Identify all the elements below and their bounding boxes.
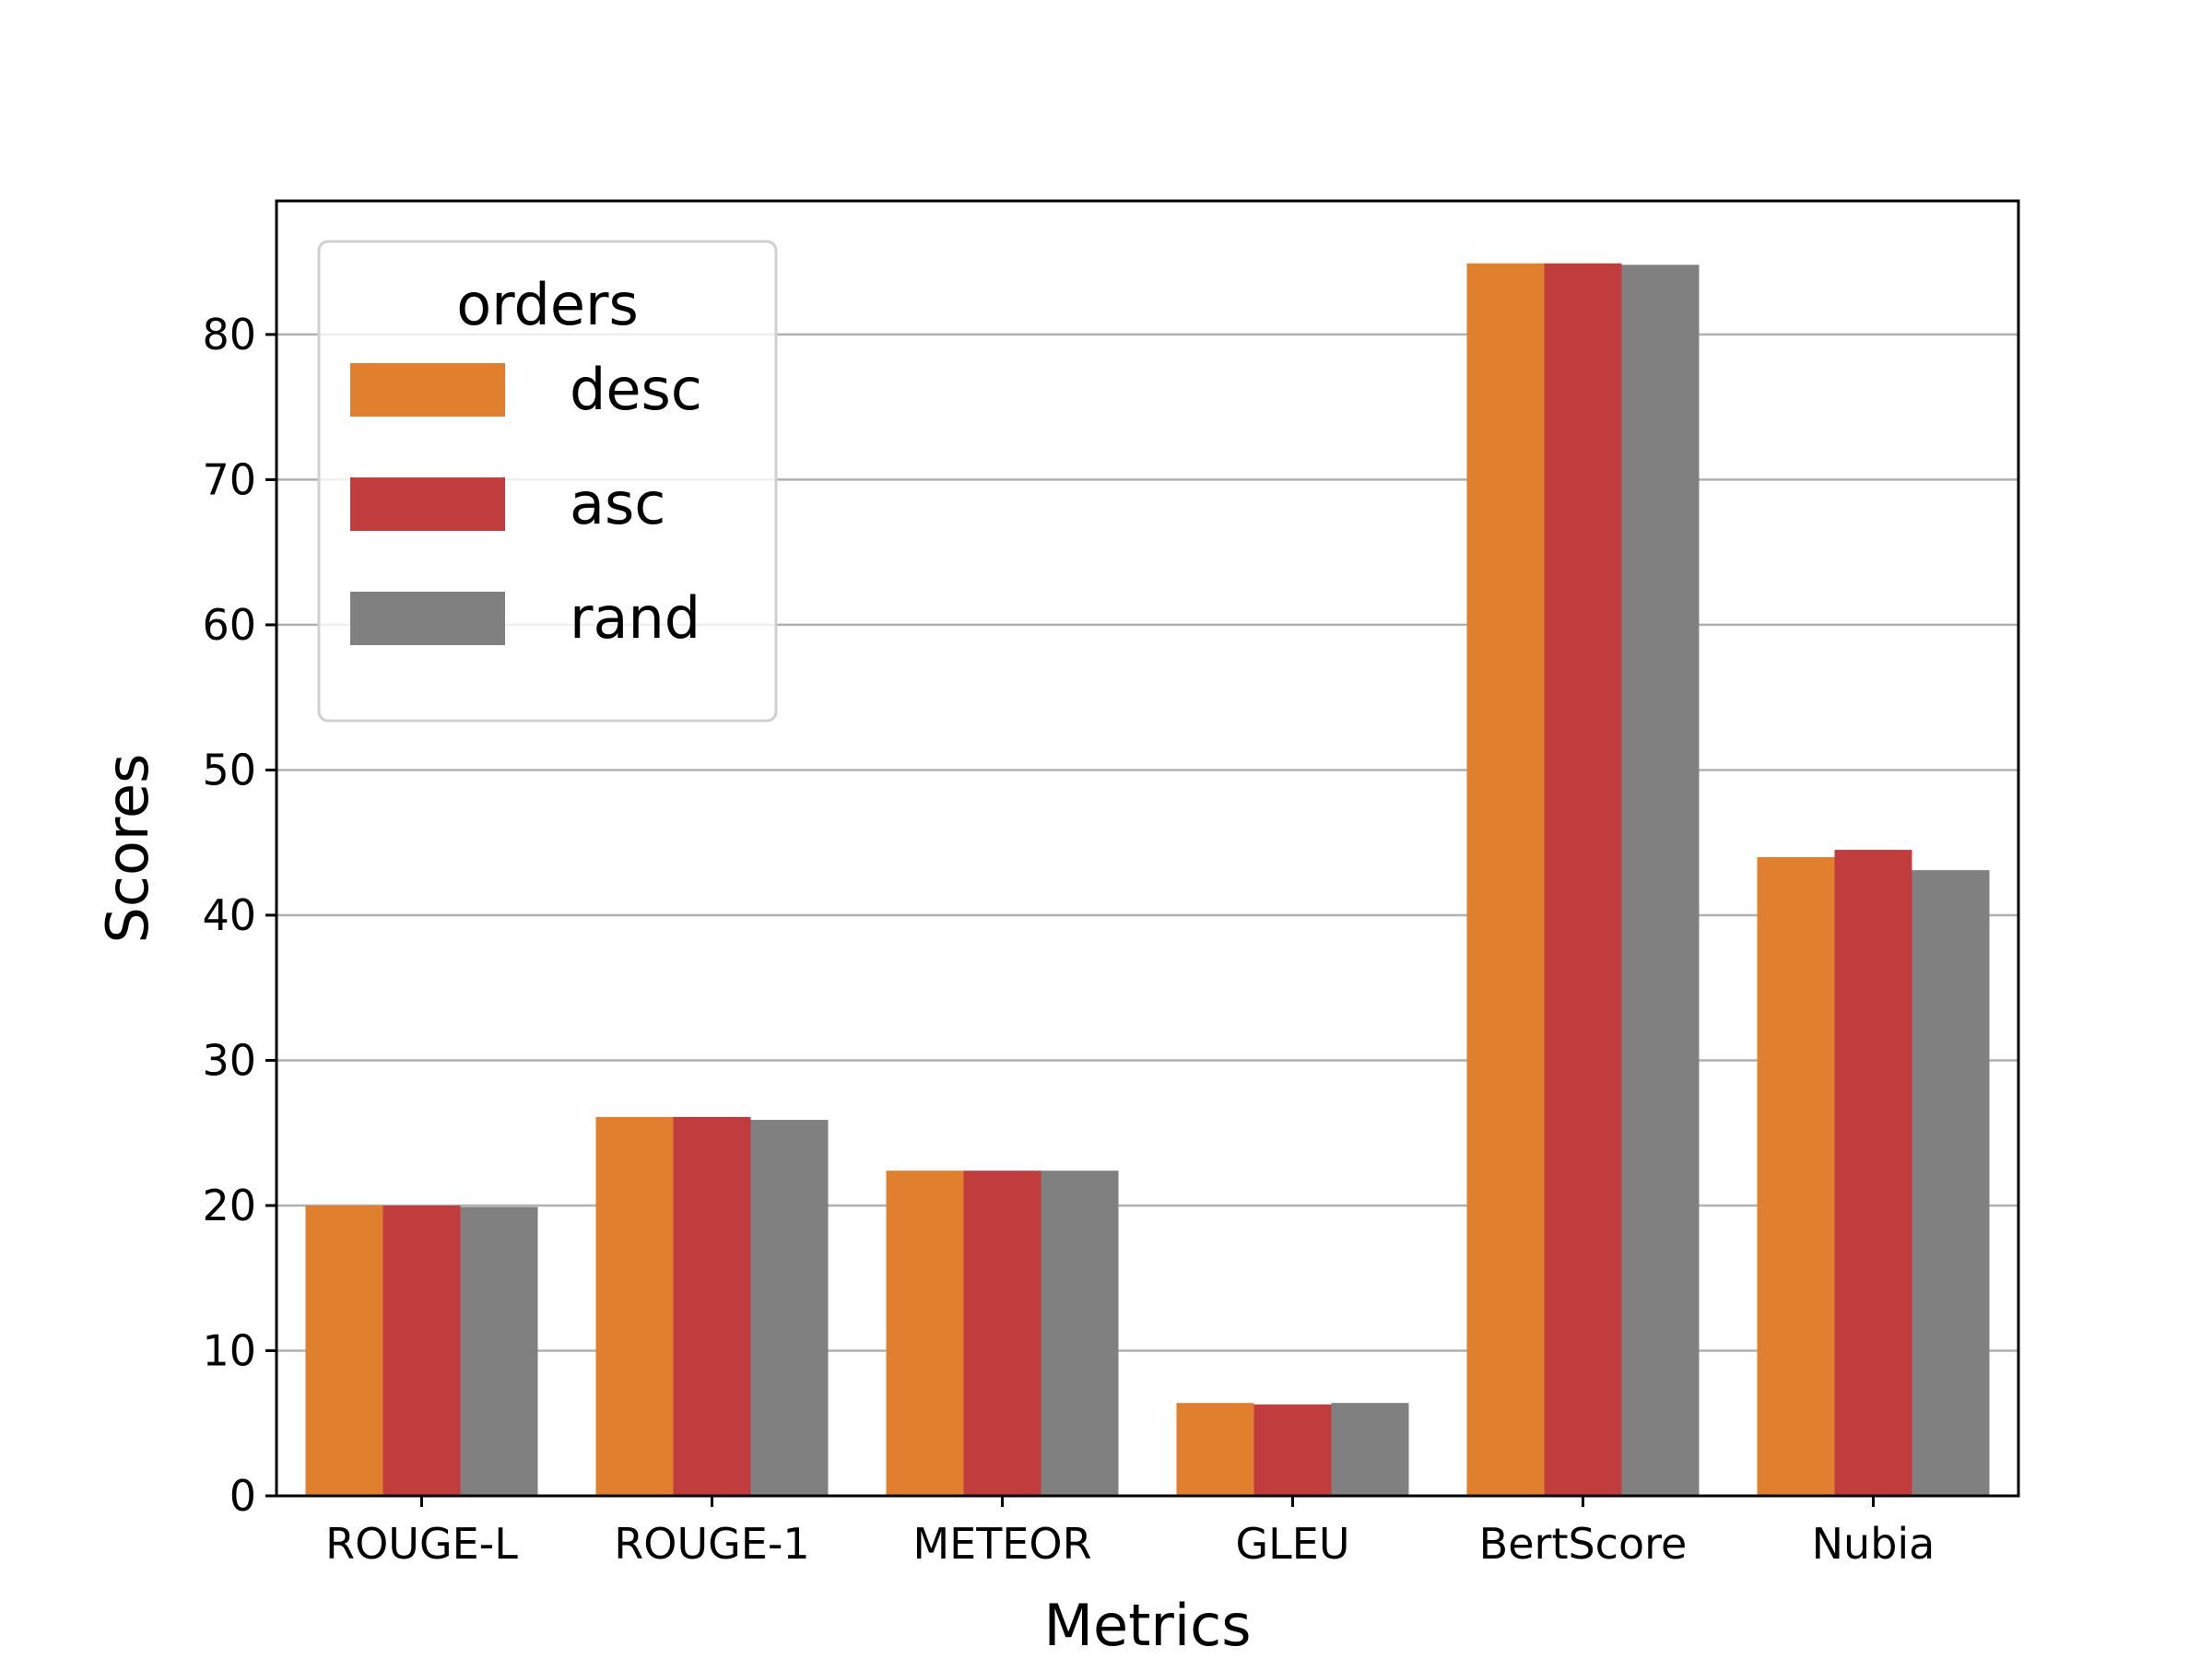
bar-asc-nubia [1834, 850, 1912, 1496]
x-tick-label: BertScore [1479, 1519, 1688, 1569]
legend-swatch-desc [350, 363, 505, 417]
bar-desc-rouge-l [305, 1205, 383, 1496]
legend-label-rand: rand [570, 584, 700, 652]
legend-label-desc: desc [570, 356, 702, 423]
x-tick-label: Nubia [1812, 1519, 1936, 1569]
x-tick-label: GLEU [1235, 1519, 1349, 1569]
x-tick-label: ROUGE-L [325, 1519, 518, 1569]
legend-swatch-rand [350, 592, 505, 645]
x-axis-title: Metrics [1043, 1592, 1251, 1659]
y-tick-label: 30 [202, 1035, 256, 1085]
bars [305, 263, 1990, 1496]
bar-rand-rouge-1 [750, 1120, 829, 1496]
y-tick-label: 20 [202, 1181, 256, 1230]
bar-rand-bertscore [1621, 265, 1700, 1496]
bar-asc-meteor [963, 1171, 1041, 1496]
x-tick-label: ROUGE-1 [614, 1519, 809, 1569]
bar-rand-gleu [1331, 1403, 1409, 1496]
bar-desc-rouge-1 [595, 1116, 674, 1496]
bar-rand-rouge-l [460, 1206, 538, 1496]
y-tick-label: 70 [202, 454, 256, 504]
y-tick-label: 60 [202, 600, 256, 650]
plot-frame [275, 199, 2020, 1498]
y-axis: 0 10 20 30 40 50 60 70 80 [202, 310, 276, 1521]
x-axis: ROUGE-L ROUGE-1 METEOR GLEU BertScore Nubia [325, 1496, 1935, 1569]
bar-desc-nubia [1757, 856, 1835, 1496]
bar-desc-meteor [886, 1171, 964, 1496]
y-tick-label: 10 [202, 1325, 256, 1375]
bar-desc-gleu [1176, 1403, 1254, 1496]
legend-title: orders [456, 271, 639, 338]
legend-items: desc asc rand [350, 356, 702, 652]
legend-swatch-asc [350, 477, 505, 531]
legend-item-desc: desc [350, 356, 702, 423]
bar-asc-gleu [1253, 1404, 1332, 1496]
bar-asc-rouge-l [382, 1205, 461, 1496]
y-tick-label: 40 [202, 890, 256, 940]
bar-asc-bertscore [1544, 263, 1622, 1496]
bar-rand-nubia [1912, 870, 1990, 1496]
legend-item-asc: asc [350, 470, 665, 537]
y-tick-label: 50 [202, 745, 256, 794]
y-axis-title: Scores [94, 754, 161, 944]
legend: orders desc asc rand [317, 240, 778, 723]
bar-rand-meteor [1041, 1171, 1119, 1496]
legend-item-rand: rand [350, 584, 700, 652]
y-tick-label: 80 [202, 310, 256, 359]
bar-asc-rouge-1 [673, 1116, 751, 1496]
y-tick-label: 0 [229, 1471, 256, 1521]
x-tick-label: METEOR [912, 1519, 1091, 1569]
bar-desc-bertscore [1466, 263, 1545, 1496]
legend-label-asc: asc [570, 470, 665, 537]
